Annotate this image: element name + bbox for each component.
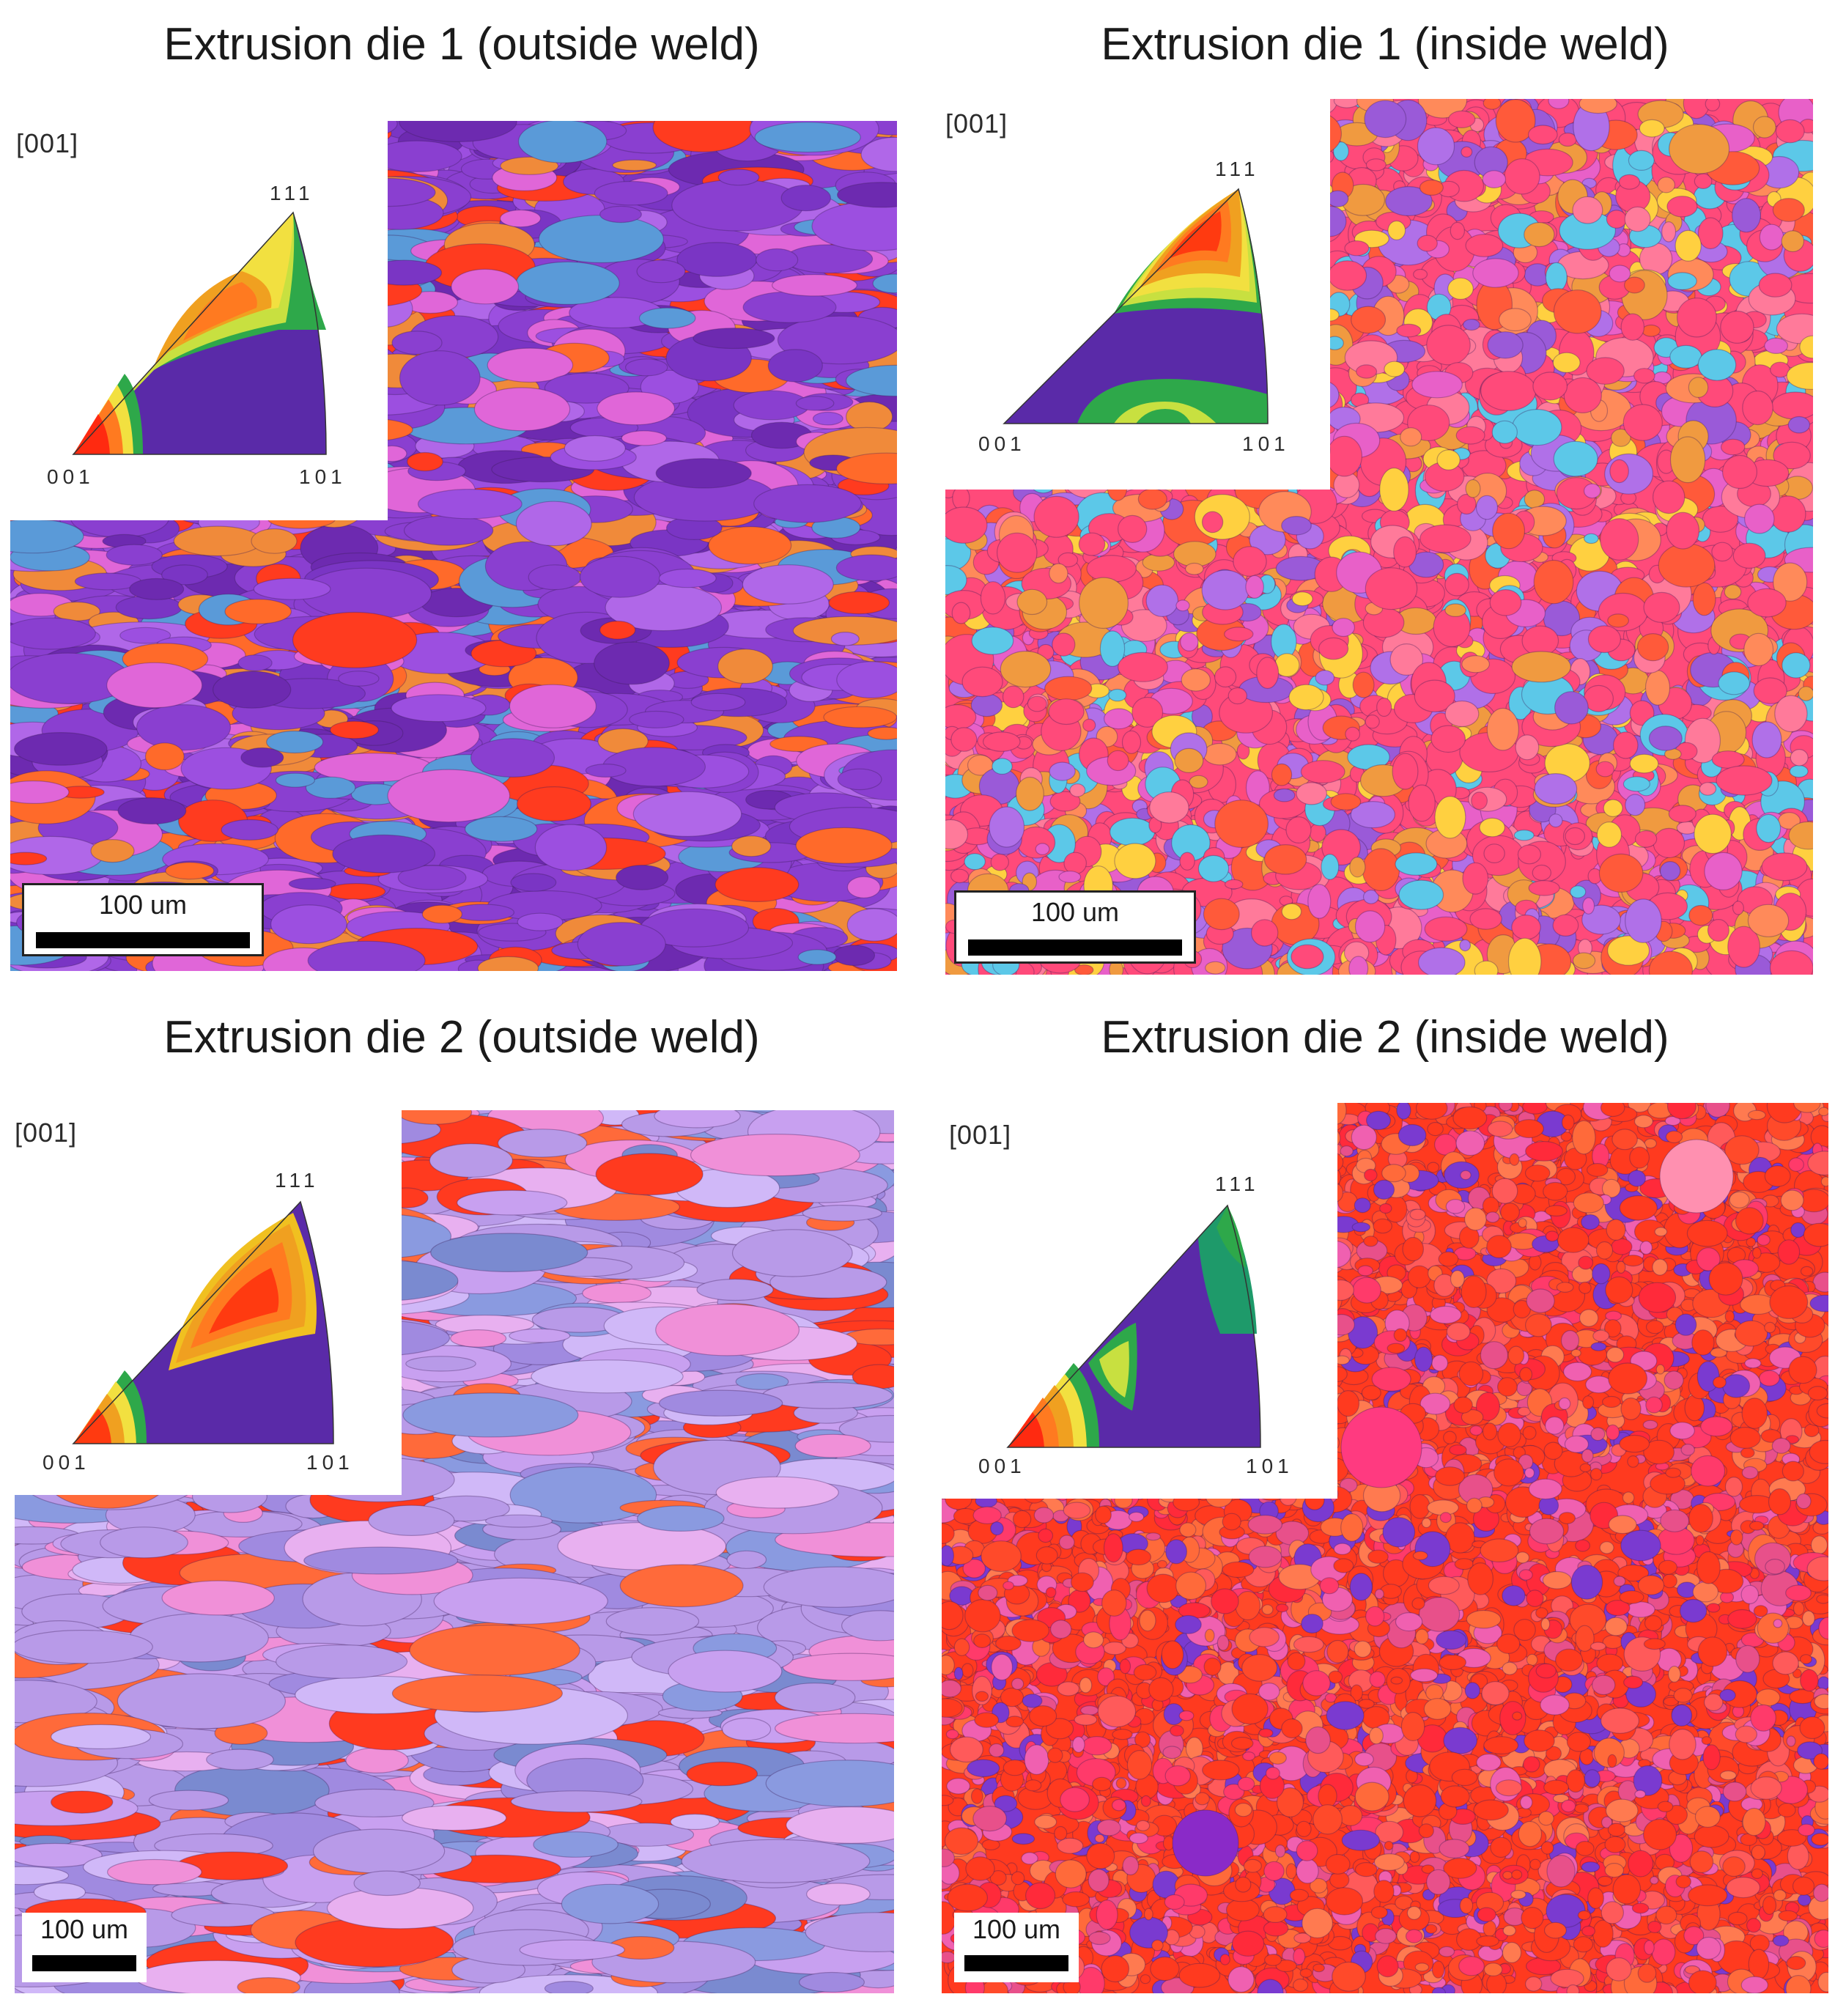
pole-label-111: 111 xyxy=(270,182,314,204)
pole-label-001: 001 xyxy=(978,1455,1026,1477)
pole-label-101: 101 xyxy=(1242,432,1290,455)
inverse-pole-figure xyxy=(1006,1204,1261,1448)
pole-label-001: 001 xyxy=(43,1451,90,1474)
axis-label: [001] xyxy=(16,128,79,158)
inverse-pole-figure xyxy=(1003,188,1269,424)
panel-title: Extrusion die 1 (outside weld) xyxy=(163,19,760,70)
panel-title: Extrusion die 1 (inside weld) xyxy=(1101,19,1669,70)
axis-label: [001] xyxy=(949,1120,1012,1150)
scale-bar-label: 100 um xyxy=(972,1914,1061,1944)
pole-label-101: 101 xyxy=(1246,1455,1293,1477)
pole-label-111: 111 xyxy=(1215,1173,1260,1195)
scale-bar: 100 um xyxy=(954,1913,1079,1982)
pole-label-111: 111 xyxy=(275,1169,320,1192)
scale-bar-label: 100 um xyxy=(40,1914,129,1944)
pole-label-001: 001 xyxy=(47,465,95,488)
scale-bar-label: 100 um xyxy=(1030,897,1120,927)
scale-bar: 100 um xyxy=(22,1913,147,1982)
inverse-pole-figure xyxy=(72,211,327,455)
axis-label: [001] xyxy=(15,1118,78,1148)
panel-title: Extrusion die 2 (outside weld) xyxy=(163,1012,760,1063)
scale-bar: 100 um xyxy=(954,890,1196,964)
scale-bar-line xyxy=(964,1955,1068,1971)
inverse-pole-figure xyxy=(72,1200,334,1444)
pole-label-111: 111 xyxy=(1215,158,1260,180)
axis-label: [001] xyxy=(945,108,1008,139)
scale-bar-line xyxy=(36,932,250,948)
panel-title: Extrusion die 2 (inside weld) xyxy=(1101,1012,1669,1063)
pole-label-101: 101 xyxy=(306,1451,354,1474)
scale-bar-label: 100 um xyxy=(98,890,188,920)
scale-bar-line xyxy=(968,939,1182,956)
pole-label-101: 101 xyxy=(299,465,347,488)
scale-bar: 100 um xyxy=(22,883,264,956)
pole-label-001: 001 xyxy=(978,432,1026,455)
scale-bar-line xyxy=(32,1955,136,1971)
